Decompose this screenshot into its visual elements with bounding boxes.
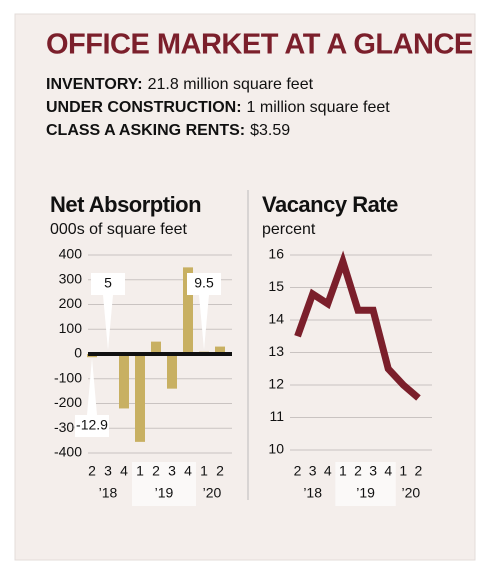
y-tick-label: 16 [268,246,284,262]
y-tick-label: 12 [268,376,284,392]
x-tick-label: 3 [369,463,377,479]
x-tick-label: 2 [152,463,160,479]
fact-label: INVENTORY: [46,76,143,93]
x-tick-label: 2 [354,463,362,479]
x-tick-label: 3 [168,463,176,479]
bar [119,354,129,409]
data-label: 9.5 [194,275,214,291]
bar [151,341,161,354]
callout: 5 [91,273,125,350]
x-tick-label: 1 [136,463,144,479]
fact: UNDER CONSTRUCTION: 1 million square feet [46,99,390,116]
x-tick-label: 2 [294,463,302,479]
x-tick-label: 2 [415,463,423,479]
chart-subtitle: 000s of square feet [50,221,188,238]
x-tick-label: 1 [339,463,347,479]
callout-box [91,273,125,295]
data-label: 5 [104,275,112,291]
group-band [132,462,196,506]
fact-value: $3.59 [250,122,290,139]
x-tick-label: 4 [120,463,128,479]
y-tick-label: 13 [268,343,284,359]
group-band [335,462,396,506]
y-tick-label: 0 [74,345,82,361]
x-tick-label: 3 [104,463,112,479]
chart-subtitle: percent [262,221,316,238]
y-tick-label: -100 [54,369,82,385]
fact: CLASS A ASKING RENTS: $3.59 [46,122,290,139]
group-label: ’19 [155,485,174,501]
chart-title: Net Absorption [50,192,201,217]
x-tick-label: 3 [309,463,317,479]
callout: 9.5 [187,273,221,350]
callout-pointer [199,295,209,350]
x-tick-label: 2 [88,463,96,479]
y-tick-label: 200 [59,295,83,311]
x-tick-label: 1 [399,463,407,479]
bar [167,354,177,389]
y-tick-label: 400 [59,246,83,262]
fact-value: 21.8 million square feet [148,76,314,93]
callout-box [187,273,221,295]
group-label: ’18 [99,485,118,501]
bar [215,346,225,354]
x-tick-label: 4 [384,463,392,479]
fact-label: CLASS A ASKING RENTS: [46,122,245,139]
y-tick-label: -200 [54,394,82,410]
callout-box [75,415,109,437]
x-tick-label: 4 [324,463,332,479]
fact-label: UNDER CONSTRUCTION: [46,99,242,116]
y-tick-label: 300 [59,270,83,286]
bar [135,354,145,442]
y-tick-label: 10 [268,441,284,457]
x-tick-label: 1 [200,463,208,479]
y-tick-label: 11 [269,408,284,424]
line [294,250,421,401]
y-tick-label: 14 [268,311,284,327]
callout-pointer [87,358,97,415]
group-label: ’20 [402,485,421,501]
y-tick-label: 15 [268,278,284,294]
title: OFFICE MARKET AT A GLANCE [46,29,473,61]
callout-pointer [103,295,113,350]
callout: -12.9 [75,358,109,437]
data-label: -12.9 [76,417,108,433]
x-tick-label: 2 [216,463,224,479]
group-label: ’18 [303,485,322,501]
x-tick-label: 4 [184,463,192,479]
fact-value: 1 million square feet [247,99,391,116]
chart-title: Vacancy Rate [262,192,398,217]
fact: INVENTORY: 21.8 million square feet [46,76,314,93]
y-tick-label: -400 [54,444,82,460]
group-label: ’20 [203,485,222,501]
bar [183,267,193,354]
group-label: ’19 [356,485,375,501]
y-tick-label: 100 [59,320,83,336]
